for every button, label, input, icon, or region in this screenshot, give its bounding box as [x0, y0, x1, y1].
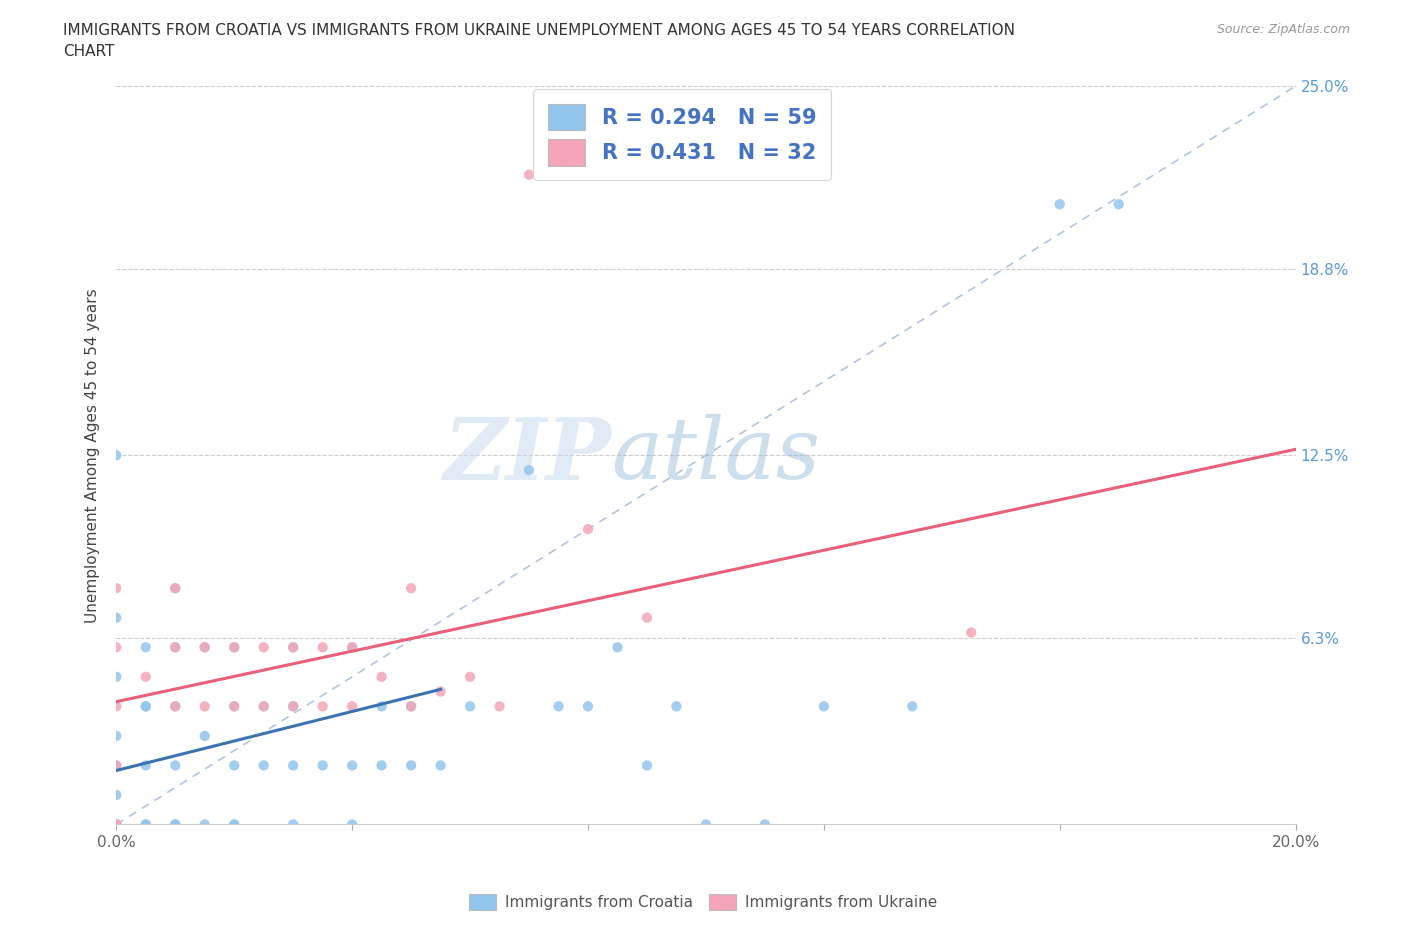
- Point: [399, 580, 422, 595]
- Point: [636, 610, 658, 625]
- Point: [135, 640, 157, 655]
- Point: [370, 699, 392, 714]
- Point: [105, 817, 128, 832]
- Point: [517, 167, 540, 182]
- Point: [340, 817, 363, 832]
- Point: [754, 817, 776, 832]
- Point: [105, 817, 128, 832]
- Point: [105, 728, 128, 743]
- Point: [901, 699, 924, 714]
- Point: [105, 817, 128, 832]
- Point: [224, 817, 246, 832]
- Point: [224, 817, 246, 832]
- Point: [399, 699, 422, 714]
- Legend: Immigrants from Croatia, Immigrants from Ukraine: Immigrants from Croatia, Immigrants from…: [461, 886, 945, 918]
- Point: [665, 699, 688, 714]
- Point: [960, 625, 983, 640]
- Point: [606, 640, 628, 655]
- Point: [340, 699, 363, 714]
- Point: [105, 610, 128, 625]
- Text: atlas: atlas: [612, 414, 821, 497]
- Point: [135, 758, 157, 773]
- Point: [224, 699, 246, 714]
- Point: [283, 758, 305, 773]
- Point: [165, 580, 187, 595]
- Point: [576, 522, 599, 537]
- Point: [194, 640, 217, 655]
- Point: [399, 758, 422, 773]
- Point: [105, 448, 128, 463]
- Point: [135, 817, 157, 832]
- Point: [165, 699, 187, 714]
- Point: [105, 817, 128, 832]
- Point: [224, 699, 246, 714]
- Point: [340, 758, 363, 773]
- Point: [1049, 197, 1071, 212]
- Point: [165, 817, 187, 832]
- Point: [135, 699, 157, 714]
- Point: [517, 462, 540, 477]
- Point: [165, 758, 187, 773]
- Point: [253, 699, 276, 714]
- Point: [105, 817, 128, 832]
- Text: IMMIGRANTS FROM CROATIA VS IMMIGRANTS FROM UKRAINE UNEMPLOYMENT AMONG AGES 45 TO: IMMIGRANTS FROM CROATIA VS IMMIGRANTS FR…: [63, 23, 1015, 38]
- Point: [547, 699, 569, 714]
- Point: [224, 640, 246, 655]
- Point: [429, 684, 451, 699]
- Point: [135, 817, 157, 832]
- Point: [194, 640, 217, 655]
- Point: [194, 817, 217, 832]
- Point: [695, 817, 717, 832]
- Point: [165, 580, 187, 595]
- Legend: R = 0.294   N = 59, R = 0.431   N = 32: R = 0.294 N = 59, R = 0.431 N = 32: [533, 89, 831, 180]
- Text: Source: ZipAtlas.com: Source: ZipAtlas.com: [1216, 23, 1350, 36]
- Point: [283, 640, 305, 655]
- Point: [165, 640, 187, 655]
- Point: [311, 758, 333, 773]
- Point: [458, 670, 481, 684]
- Point: [165, 699, 187, 714]
- Point: [194, 728, 217, 743]
- Point: [194, 699, 217, 714]
- Point: [105, 670, 128, 684]
- Point: [1108, 197, 1130, 212]
- Text: CHART: CHART: [63, 44, 115, 59]
- Point: [105, 699, 128, 714]
- Point: [458, 699, 481, 714]
- Point: [283, 817, 305, 832]
- Point: [165, 640, 187, 655]
- Point: [253, 640, 276, 655]
- Point: [105, 758, 128, 773]
- Point: [399, 699, 422, 714]
- Point: [135, 670, 157, 684]
- Point: [165, 817, 187, 832]
- Point: [813, 699, 835, 714]
- Point: [253, 758, 276, 773]
- Point: [224, 758, 246, 773]
- Point: [105, 580, 128, 595]
- Y-axis label: Unemployment Among Ages 45 to 54 years: Unemployment Among Ages 45 to 54 years: [86, 288, 100, 622]
- Point: [283, 699, 305, 714]
- Point: [283, 640, 305, 655]
- Point: [105, 788, 128, 803]
- Point: [253, 699, 276, 714]
- Point: [576, 699, 599, 714]
- Point: [636, 758, 658, 773]
- Point: [105, 817, 128, 832]
- Point: [429, 758, 451, 773]
- Point: [105, 640, 128, 655]
- Point: [488, 699, 510, 714]
- Point: [311, 640, 333, 655]
- Point: [340, 640, 363, 655]
- Point: [105, 817, 128, 832]
- Point: [340, 640, 363, 655]
- Point: [370, 758, 392, 773]
- Text: ZIP: ZIP: [444, 414, 612, 497]
- Point: [224, 640, 246, 655]
- Point: [283, 699, 305, 714]
- Point: [105, 758, 128, 773]
- Point: [370, 670, 392, 684]
- Point: [135, 699, 157, 714]
- Point: [311, 699, 333, 714]
